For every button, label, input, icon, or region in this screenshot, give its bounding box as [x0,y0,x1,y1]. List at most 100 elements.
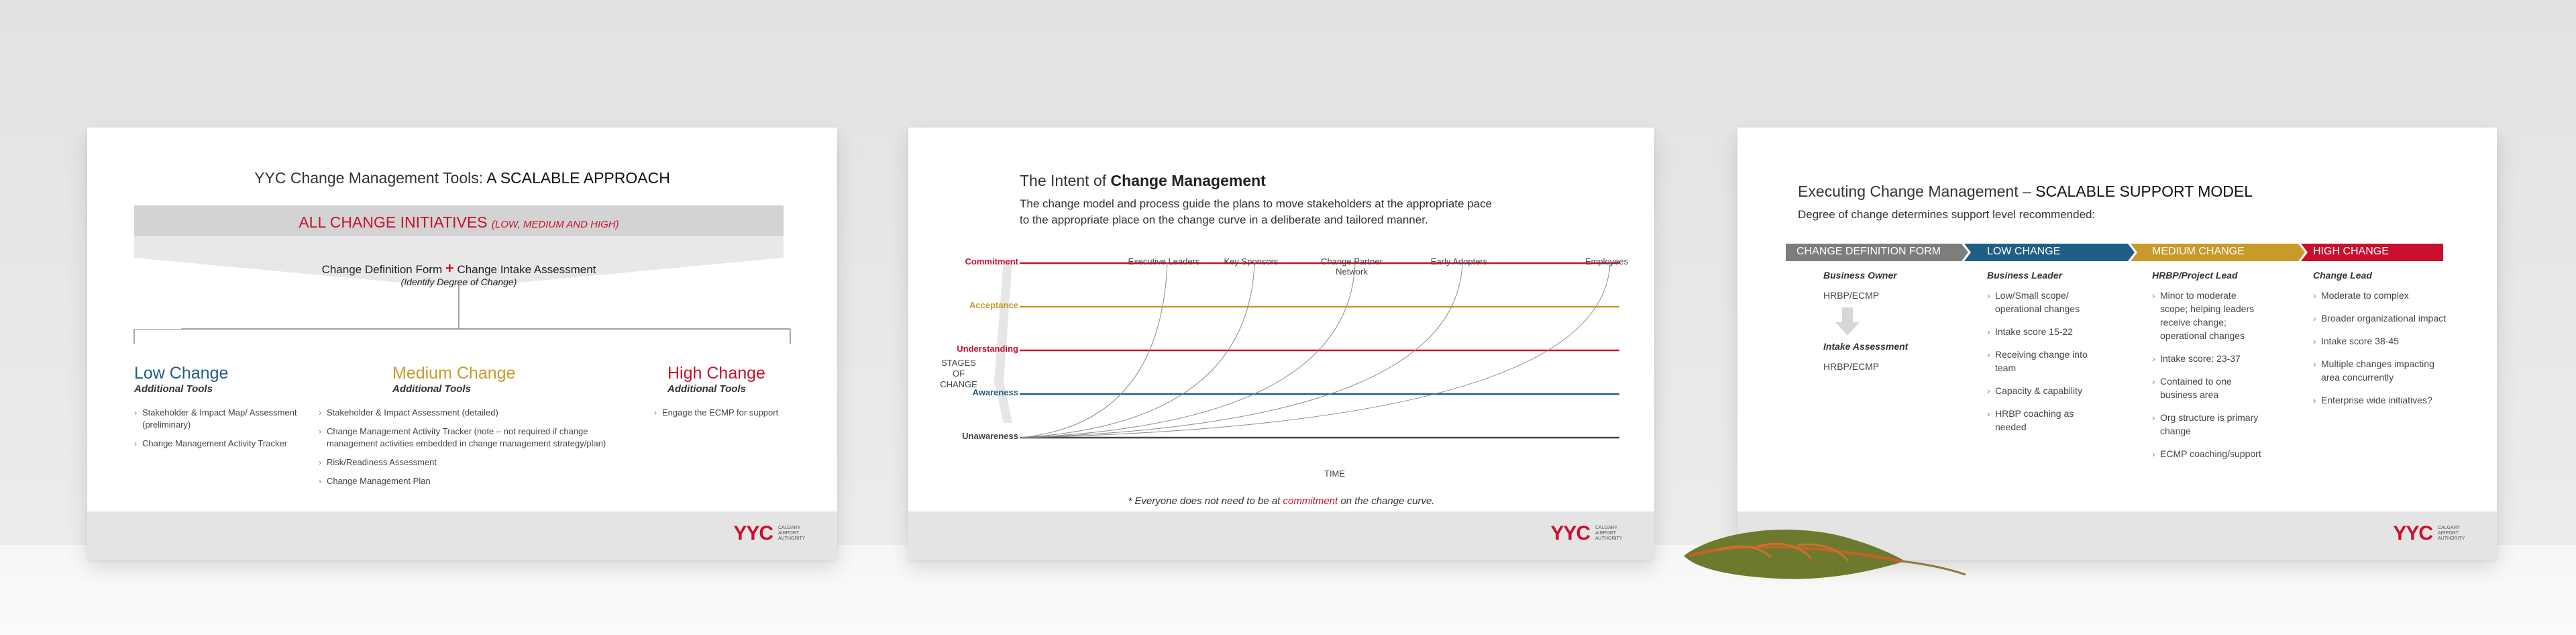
intro-line-2: to the appropriate place on the change c… [1020,213,1428,226]
high-change-title: High Change [667,364,765,383]
banner-sub: (LOW, MEDIUM AND HIGH) [491,219,619,230]
list-item: Intake score 15-22 [1987,325,2094,338]
list-item: Change Management Activity Tracker [134,438,309,450]
title-bold: Change Management [1110,172,1266,189]
stage-label: Understanding [957,344,1018,354]
logo-mark: YYC [1550,522,1591,544]
funnel-shape [134,205,790,330]
arrow-down-icon [1835,307,1860,336]
chevron-label-low: LOW CHANGE [1987,246,2061,257]
list-item: Contained to one business area [2152,375,2266,401]
medium-change-title: Medium Change [392,364,516,383]
slide-title: Executing Change Management – SCALABLE S… [1798,183,2253,201]
stage-label: Unawareness [962,431,1018,441]
group-label: Executive Leaders [1128,256,1200,266]
branch-connectors [133,329,791,344]
intake-note: (Identify Degree of Change) [400,277,517,287]
logo-subtitle: CALGARY AIRPORT AUTHORITY [2438,526,2465,541]
adoption-curve [1019,262,1168,438]
yyc-logo: YYC CALGARY AIRPORT AUTHORITY [2393,522,2470,545]
title-prefix: YYC Change Management Tools: [254,169,487,187]
list-item: Capacity & capability [1987,384,2094,397]
high-column-heading: Change Lead [2313,270,2372,281]
stages-brace [994,260,1012,423]
footnote: * Everyone does not need to be at commit… [908,495,1654,507]
list-item: Stakeholder & Impact Assessment (detaile… [319,407,614,419]
leaf-decoration [1684,530,1966,579]
logo-mark: YYC [733,522,773,544]
definition-column: Business Owner HRBP/ECMP Intake Assessme… [1823,270,1957,372]
list-item: Org structure is primary change [2152,411,2266,438]
intake-assessment-heading: Intake Assessment [1823,341,1909,352]
logo-mark: YYC [2393,522,2433,544]
slide-subtitle: Degree of change determines support leve… [1798,208,2096,221]
list-item: Stakeholder & Impact Map/ Assessment (pr… [134,407,309,431]
list-item: ECMP coaching/support [2152,447,2266,460]
list-item: Multiple changes impacting area concurre… [2313,357,2447,384]
list-item: Change Management Plan [319,475,614,487]
list-item: Enterprise wide initiatives? [2313,393,2447,407]
stage-label: Commitment [965,256,1018,266]
medium-change-subtitle: Additional Tools [392,383,471,395]
slide-card-support-model: Executing Change Management – SCALABLE S… [1737,128,2497,560]
stage-label: Awareness [972,387,1018,397]
floor-surface [0,545,2576,635]
list-item: Minor to moderate scope; helping leaders… [2152,289,2266,342]
intro-line-1: The change model and process guide the p… [1020,197,1493,210]
high-change-column: Change Lead Moderate to complex Broader … [2313,270,2447,416]
chevron-label-high: HIGH CHANGE [2313,246,2389,257]
list-item: Receiving change into team [1987,348,2094,375]
chevron-label-definition: CHANGE DEFINITION FORM [1796,246,1941,257]
logo-subtitle: CALGARY AIRPORT AUTHORITY [778,526,806,541]
list-item: Risk/Readiness Assessment [319,456,614,469]
high-change-section: High Change Additional Tools Engage the … [654,364,808,426]
slide-card-intent: The Intent of Change Management The chan… [908,128,1654,560]
adoption-curve [1019,262,1611,438]
footnote-c: on the change curve. [1338,495,1435,507]
list-item: Broader organizational impact [2313,311,2447,325]
group-label: Change Partner Network [1321,256,1383,277]
title-bold: SCALABLE SUPPORT MODEL [2035,183,2253,200]
group-label: Employees [1585,256,1629,266]
intake-forms: Change Definition Form + Change Intake A… [134,260,784,277]
low-change-column: Business Leader Low/Small scope/ operati… [1987,270,2094,443]
form-a: Change Definition Form [321,263,443,276]
yyc-logo: YYC CALGARY AIRPORT AUTHORITY [733,522,810,545]
stages-label: STAGES OF CHANGE [940,358,977,389]
medium-change-section: Medium Change Additional Tools Stakehold… [319,364,614,494]
medium-change-column: HRBP/Project Lead Minor to moderate scop… [2152,270,2266,470]
list-item: HRBP coaching as needed [1987,407,2094,434]
change-curve-chart [994,260,1619,439]
adoption-curve [1019,262,1255,438]
high-change-subtitle: Additional Tools [667,383,746,395]
adoption-curve [1019,262,1463,438]
list-item: Low/Small scope/ operational changes [1987,289,2094,315]
slide-footer: YYC CALGARY AIRPORT AUTHORITY [908,511,1654,560]
low-change-section: Low Change Additional Tools Stakeholder … [134,364,309,456]
footnote-a: * Everyone does not need to be at [1128,495,1283,507]
adoption-curve [1019,262,1356,438]
slide-title: YYC Change Management Tools: A SCALABLE … [87,169,837,187]
logo-subtitle: CALGARY AIRPORT AUTHORITY [1595,526,1623,541]
list-item: Intake score: 23-37 [2152,352,2266,365]
list-item: Intake score 38-45 [2313,334,2447,348]
title-prefix: Executing Change Management – [1798,183,2036,200]
time-label: TIME [1324,469,1346,479]
chevron-label-medium: MEDIUM CHANGE [2152,246,2245,257]
list-item: Moderate to complex [2313,289,2447,302]
title-prefix: The Intent of [1020,172,1111,189]
banner-all-initiatives: ALL CHANGE INITIATIVES (LOW, MEDIUM AND … [134,213,784,232]
group-label: Early Adopters [1430,256,1488,266]
form-b: Change Intake Assessment [457,263,596,276]
chevron-bar [1786,244,2443,261]
intake-assessment-role: HRBP/ECMP [1823,361,1880,372]
low-change-title: Low Change [134,364,229,383]
list-item: Engage the ECMP for support [654,407,808,419]
slide-card-scalable-approach: YYC Change Management Tools: A SCALABLE … [87,128,837,560]
business-owner-heading: Business Owner [1823,270,1897,281]
plus-sign: + [445,260,454,277]
business-owner-role: HRBP/ECMP [1823,290,1880,301]
slide-footer: YYC CALGARY AIRPORT AUTHORITY [87,511,837,560]
footnote-b: commitment [1283,495,1338,507]
title-bold: A SCALABLE APPROACH [486,169,670,187]
